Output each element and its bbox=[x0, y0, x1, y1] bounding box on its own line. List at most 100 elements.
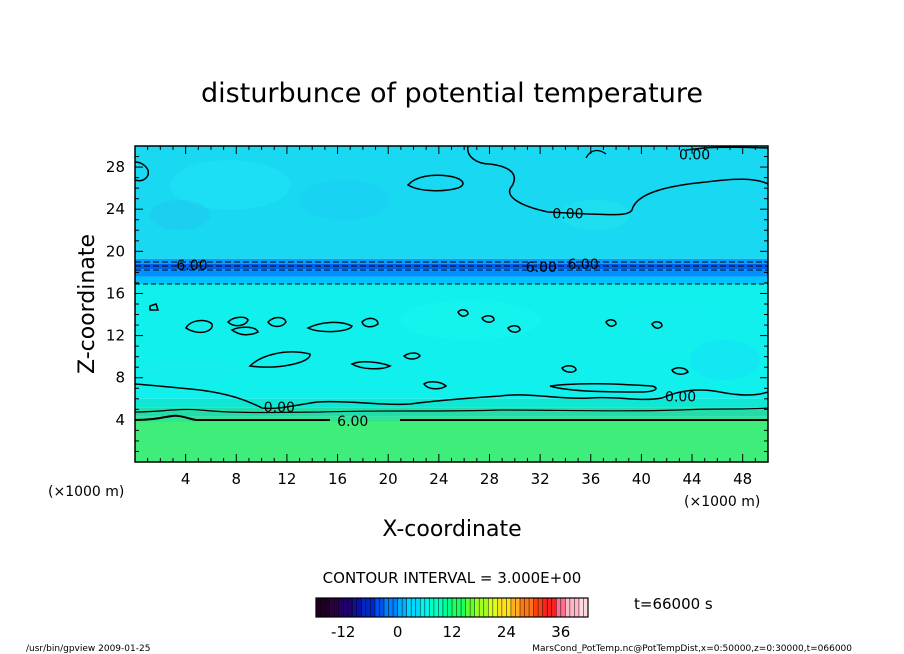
heatmap-band-5 bbox=[135, 276, 768, 284]
contour-three-bottom bbox=[135, 407, 768, 414]
footer-right: MarsCond_PotTemp.nc@PotTempDist,x=0:5000… bbox=[532, 644, 852, 654]
contour-label-1: 0.00 bbox=[552, 206, 583, 222]
y-tick-label-2: 12 bbox=[106, 327, 125, 345]
x-tick-label-5: 24 bbox=[429, 470, 448, 488]
heatmap-texture-7 bbox=[690, 340, 760, 380]
colorbar-cell bbox=[456, 598, 462, 617]
y-tick-label-6: 28 bbox=[106, 158, 125, 176]
colorbar-cell bbox=[583, 598, 589, 617]
contour-label-2: 6.00 bbox=[176, 258, 207, 274]
x-unit-label: (×1000 m) bbox=[48, 484, 124, 500]
y-tick-label-5: 24 bbox=[106, 200, 125, 218]
x-tick-label-11: 48 bbox=[733, 470, 752, 488]
colorbar-cell bbox=[542, 598, 548, 617]
colorbar bbox=[315, 597, 589, 618]
colorbar-cell bbox=[374, 598, 380, 617]
colorbar-cell bbox=[492, 598, 498, 617]
heatmap-band-6 bbox=[135, 269, 768, 277]
y-axis-label: Z-coordinate bbox=[75, 234, 100, 374]
contour-zero-top-right bbox=[685, 146, 768, 151]
colorbar-cell bbox=[524, 598, 530, 617]
heatmap-band-7 bbox=[135, 263, 768, 270]
colorbar-cell bbox=[424, 598, 430, 617]
colorbar-cell bbox=[488, 598, 494, 617]
y-tick-label-3: 16 bbox=[106, 284, 125, 302]
y-axis-ticks: 4 8 12 16 20 24 28 bbox=[106, 145, 768, 463]
heatmap-band-2 bbox=[135, 407, 768, 417]
colorbar-cell bbox=[515, 598, 521, 617]
colorbar-cell bbox=[393, 598, 399, 617]
colorbar-cell bbox=[442, 598, 448, 617]
time-label: t=66000 s bbox=[634, 595, 713, 613]
colorbar-cell bbox=[565, 598, 571, 617]
contour-zero-corner bbox=[135, 161, 150, 182]
contour-interval-text: CONTOUR INTERVAL = 3.000E+00 bbox=[323, 569, 582, 587]
colorbar-tick-label-4: 36 bbox=[551, 623, 570, 641]
contour-zero-lower bbox=[135, 383, 768, 410]
contour-lines bbox=[135, 146, 768, 421]
colorbar-cell bbox=[452, 598, 458, 617]
colorbar-cell bbox=[420, 598, 426, 617]
colorbar-cell bbox=[406, 598, 412, 617]
heatmap-texture-3 bbox=[150, 200, 210, 230]
colorbar-cell bbox=[474, 598, 480, 617]
heatmap-texture-0 bbox=[170, 160, 290, 210]
colorbar-cell bbox=[470, 598, 476, 617]
colorbar-cell bbox=[356, 598, 362, 617]
colorbar-cell bbox=[578, 598, 584, 617]
colorbar-cell bbox=[479, 598, 485, 617]
colorbar-cell bbox=[429, 598, 435, 617]
colorbar-tick-label-1: 0 bbox=[393, 623, 403, 641]
colorbar-cell bbox=[379, 598, 385, 617]
colorbar-cell bbox=[461, 598, 467, 617]
heatmap-band-3 bbox=[135, 398, 768, 408]
colorbar-cell bbox=[529, 598, 535, 617]
colorbar-cell bbox=[520, 598, 526, 617]
chart-title: disturbunce of potential temperature bbox=[201, 78, 703, 109]
colorbar-cell bbox=[361, 598, 367, 617]
colorbar-cell bbox=[560, 598, 566, 617]
colorbar-cell bbox=[447, 598, 453, 617]
colorbar-cell bbox=[338, 598, 344, 617]
contour-labels: 0.00 0.00 6.00 6.00 6.00 0.00 0.00 6.00 bbox=[176, 147, 710, 429]
colorbar-cell bbox=[551, 598, 557, 617]
x-tick-label-10: 44 bbox=[682, 470, 701, 488]
heatmap-bands bbox=[135, 146, 768, 462]
heatmap-texture-6 bbox=[140, 356, 240, 386]
colorbar-frame bbox=[315, 597, 589, 618]
y-tick-label-4: 20 bbox=[106, 242, 125, 260]
colorbar-cell bbox=[465, 598, 471, 617]
colorbar-cell bbox=[415, 598, 421, 617]
colorbar-cell bbox=[533, 598, 539, 617]
colorbar-cell bbox=[497, 598, 503, 617]
colorbar-cell bbox=[506, 598, 512, 617]
x-tick-label-7: 32 bbox=[531, 470, 550, 488]
colorbar-cell bbox=[316, 598, 322, 617]
colorbar-cell bbox=[388, 598, 394, 617]
contour-label-5: 0.00 bbox=[264, 400, 295, 416]
x-tick-label-1: 8 bbox=[232, 470, 242, 488]
colorbar-cell bbox=[538, 598, 544, 617]
y-tick-label-0: 4 bbox=[115, 411, 125, 429]
colorbar-cell bbox=[384, 598, 390, 617]
colorbar-cell bbox=[574, 598, 580, 617]
y-tick-label-1: 8 bbox=[115, 369, 125, 387]
contour-zero-blob bbox=[406, 174, 464, 192]
x-tick-label-4: 20 bbox=[379, 470, 398, 488]
y-unit-label: (×1000 m) bbox=[684, 494, 760, 510]
colorbar-cell bbox=[411, 598, 417, 617]
heatmap-texture-2 bbox=[560, 200, 630, 230]
colorbar-cell bbox=[510, 598, 516, 617]
x-axis-label: X-coordinate bbox=[382, 517, 521, 542]
contour-label-4: 6.00 bbox=[568, 257, 599, 273]
colorbar-ticks: -12 0 12 24 36 bbox=[331, 623, 570, 641]
colorbar-cell bbox=[352, 598, 358, 617]
contour-label-7: 6.00 bbox=[337, 414, 368, 430]
colorbar-cell bbox=[433, 598, 439, 617]
colorbar-cell bbox=[438, 598, 444, 617]
contour-small-cells bbox=[149, 303, 689, 390]
colorbar-cell bbox=[347, 598, 353, 617]
colorbar-tick-label-2: 12 bbox=[442, 623, 461, 641]
heatmap-band-8 bbox=[135, 258, 768, 264]
